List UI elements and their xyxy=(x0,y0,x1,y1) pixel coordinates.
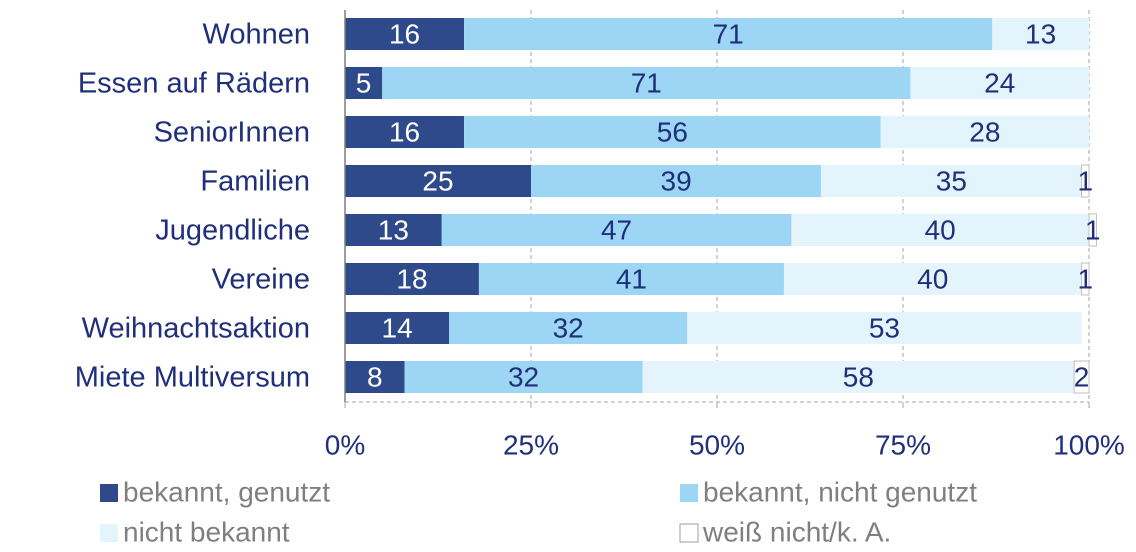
legend-label: nicht bekannt xyxy=(123,516,290,547)
bar-segment xyxy=(687,312,1082,344)
value-label: 58 xyxy=(843,361,874,392)
value-label: 40 xyxy=(925,214,956,245)
category-label: Weihnachtsaktion xyxy=(82,313,310,345)
bar-segment xyxy=(441,214,792,246)
bar-segment xyxy=(1081,164,1090,198)
bar-segment xyxy=(345,67,383,99)
category-label: Essen auf Rädern xyxy=(78,68,310,100)
value-label: 1 xyxy=(1077,165,1093,196)
value-label: 16 xyxy=(389,18,420,49)
value-label: 35 xyxy=(936,165,967,196)
value-label: 13 xyxy=(378,214,409,245)
bar-segment xyxy=(449,312,688,344)
value-label: 40 xyxy=(917,263,948,294)
x-tick-label: 0% xyxy=(325,429,365,460)
legend-swatch xyxy=(100,524,118,542)
bar-segment xyxy=(1088,213,1097,247)
legend-swatch xyxy=(679,523,699,543)
value-label: 56 xyxy=(657,116,688,147)
x-tick-label: 50% xyxy=(689,429,745,460)
category-label: Miete Multiversum xyxy=(75,362,310,394)
legend-label: bekannt, genutzt xyxy=(123,476,330,507)
category-label: Jugendliche xyxy=(155,215,310,247)
value-label: 32 xyxy=(553,312,584,343)
bar-segment xyxy=(345,116,465,148)
legend-label: bekannt, nicht genutzt xyxy=(703,476,977,507)
bar-segment xyxy=(345,361,405,393)
bar-segment xyxy=(345,165,531,197)
category-label: Familien xyxy=(200,166,310,198)
value-label: 71 xyxy=(631,67,662,98)
bar-segment xyxy=(464,116,881,148)
category-label: Wohnen xyxy=(203,19,311,51)
value-label: 24 xyxy=(984,67,1015,98)
value-label: 8 xyxy=(367,361,383,392)
value-label: 53 xyxy=(869,312,900,343)
category-label: Vereine xyxy=(212,264,310,296)
x-tick-label: 25% xyxy=(503,429,559,460)
legend-swatch xyxy=(100,484,118,502)
x-tick-label: 75% xyxy=(875,429,931,460)
bar-segment xyxy=(642,361,1075,393)
bar-segment xyxy=(531,165,822,197)
value-label: 39 xyxy=(661,165,692,196)
bar-segment xyxy=(345,312,450,344)
bar-segment xyxy=(783,263,1082,295)
value-label: 5 xyxy=(356,67,372,98)
bar-segment xyxy=(478,263,784,295)
bar-segment xyxy=(1081,262,1090,296)
category-label: SeniorInnen xyxy=(154,117,310,149)
value-label: 18 xyxy=(396,263,427,294)
bar-segment xyxy=(1073,360,1090,394)
bar-segment xyxy=(464,18,993,50)
value-label: 25 xyxy=(422,165,453,196)
legend-label: weiß nicht/k. A. xyxy=(702,516,891,547)
bar-segment xyxy=(910,67,1089,99)
bar-segment xyxy=(880,116,1089,148)
value-label: 2 xyxy=(1074,361,1090,392)
bar-segment xyxy=(791,214,1089,246)
legend-swatch xyxy=(680,484,698,502)
bar-segment xyxy=(345,214,442,246)
bar-segment xyxy=(382,67,911,99)
bar-segment xyxy=(404,361,643,393)
value-label: 1 xyxy=(1077,263,1093,294)
value-label: 13 xyxy=(1025,18,1056,49)
value-label: 41 xyxy=(616,263,647,294)
value-label: 47 xyxy=(601,214,632,245)
value-label: 14 xyxy=(382,312,413,343)
bar-segment xyxy=(345,18,465,50)
x-tick-label: 100% xyxy=(1053,429,1125,460)
value-label: 71 xyxy=(713,18,744,49)
bar-segment xyxy=(992,18,1089,50)
value-label: 1 xyxy=(1085,214,1101,245)
value-label: 16 xyxy=(389,116,420,147)
bar-segment xyxy=(345,263,479,295)
value-label: 28 xyxy=(969,116,1000,147)
bar-segment xyxy=(821,165,1082,197)
value-label: 32 xyxy=(508,361,539,392)
